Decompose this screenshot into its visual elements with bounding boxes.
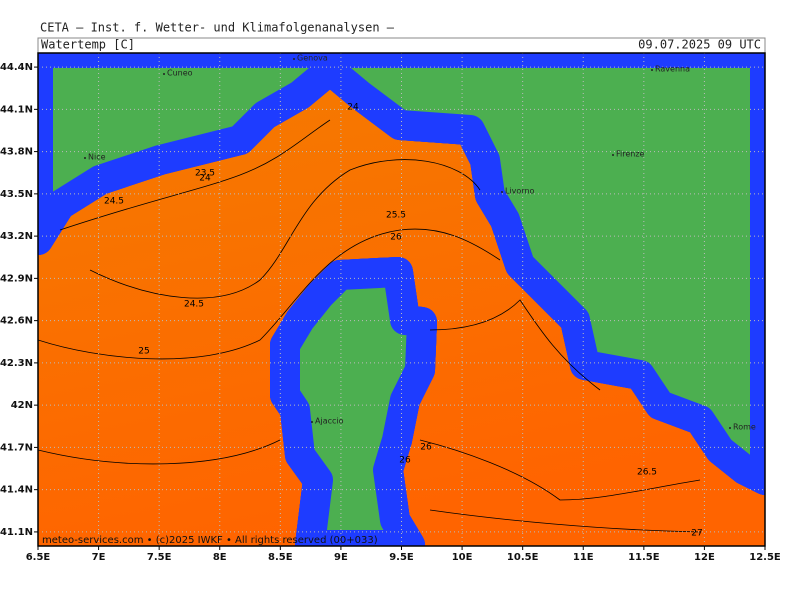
city-dot xyxy=(84,157,86,159)
lat-tick-label: 42.3N xyxy=(0,358,33,369)
lon-tick-label: 7E xyxy=(92,552,106,563)
lon-tick-label: 8.5E xyxy=(268,552,293,563)
contour-line xyxy=(89,159,481,299)
lon-tick-label: 10.5E xyxy=(507,552,539,563)
city-dot xyxy=(729,427,731,429)
land-fill xyxy=(285,272,422,545)
lat-tick-label: 43.5N xyxy=(0,189,33,200)
datetime: 09.07.2025 09 UTC xyxy=(638,38,761,52)
lat-tick-label: 43.8N xyxy=(0,147,33,158)
contour-line xyxy=(59,119,331,231)
contour-label: 26 xyxy=(420,443,432,453)
contours xyxy=(38,119,701,533)
lat-tick-label: 44.4N xyxy=(0,62,33,73)
lat-tick-label: 41.7N xyxy=(0,442,33,453)
lat-tick-label: 44.1N xyxy=(0,104,33,115)
city-label: Genova xyxy=(297,54,328,63)
lon-tick-label: 11.5E xyxy=(628,552,660,563)
lon-tick-label: 7.5E xyxy=(147,552,172,563)
footer: meteo-services.com • (c)2025 IWKF • All … xyxy=(42,535,378,546)
contour-label: 24 xyxy=(199,174,211,184)
city-label: Nice xyxy=(88,153,106,162)
lat-tick-label: 43.2N xyxy=(0,231,33,242)
city-label: Rome xyxy=(733,423,756,432)
map-area xyxy=(38,53,765,546)
contour-label: 26 xyxy=(390,233,402,243)
lon-tick-label: 9E xyxy=(334,552,348,563)
city-label: Firenze xyxy=(616,150,645,159)
lon-tick-label: 11E xyxy=(573,552,594,563)
contour-label: 23.5 xyxy=(195,169,215,179)
lat-tick-label: 41.4N xyxy=(0,485,33,496)
contour-label: 25.5 xyxy=(386,211,406,221)
variable: Watertemp [C] xyxy=(41,38,135,52)
contour-line xyxy=(429,509,701,533)
lon-tick-label: 12.5E xyxy=(749,552,781,563)
lon-tick-label: 6.5E xyxy=(26,552,51,563)
city-label: Ajaccio xyxy=(315,417,344,426)
land xyxy=(38,53,765,546)
contour-label: 24.5 xyxy=(184,300,204,310)
city-dot xyxy=(501,191,503,193)
contour-label: 24.5 xyxy=(104,197,124,207)
lat-tick-label: 41.1N xyxy=(0,527,33,538)
city-dot xyxy=(163,73,165,75)
city-dot xyxy=(612,154,614,156)
contour-label: 27 xyxy=(691,529,702,539)
city-dot xyxy=(311,421,313,423)
lat-tick-label: 42.6N xyxy=(0,316,33,327)
lon-tick-label: 10E xyxy=(452,552,473,563)
lon-tick-label: 9.5E xyxy=(389,552,414,563)
contour-label: 25 xyxy=(138,347,149,357)
lat-tick-label: 42.9N xyxy=(0,273,33,284)
city-dot xyxy=(651,69,653,71)
city-label: Livorno xyxy=(505,187,535,196)
title: CETA – Inst. f. Wetter- und Klimafolgena… xyxy=(40,21,395,35)
contour-line xyxy=(429,299,601,391)
lon-tick-label: 8E xyxy=(213,552,227,563)
city-label: Ravenna xyxy=(655,65,690,74)
city-dot xyxy=(293,58,295,60)
contour-label: 26.5 xyxy=(637,468,657,478)
lat-tick-label: 42N xyxy=(11,400,33,411)
contour-label: 24 xyxy=(347,103,359,113)
contour-line xyxy=(38,439,281,465)
contour-line xyxy=(419,439,701,501)
lon-tick-label: 12E xyxy=(694,552,715,563)
city-label: Cuneo xyxy=(167,69,193,78)
contour-label: 26 xyxy=(399,456,411,466)
contour-line xyxy=(38,228,501,360)
